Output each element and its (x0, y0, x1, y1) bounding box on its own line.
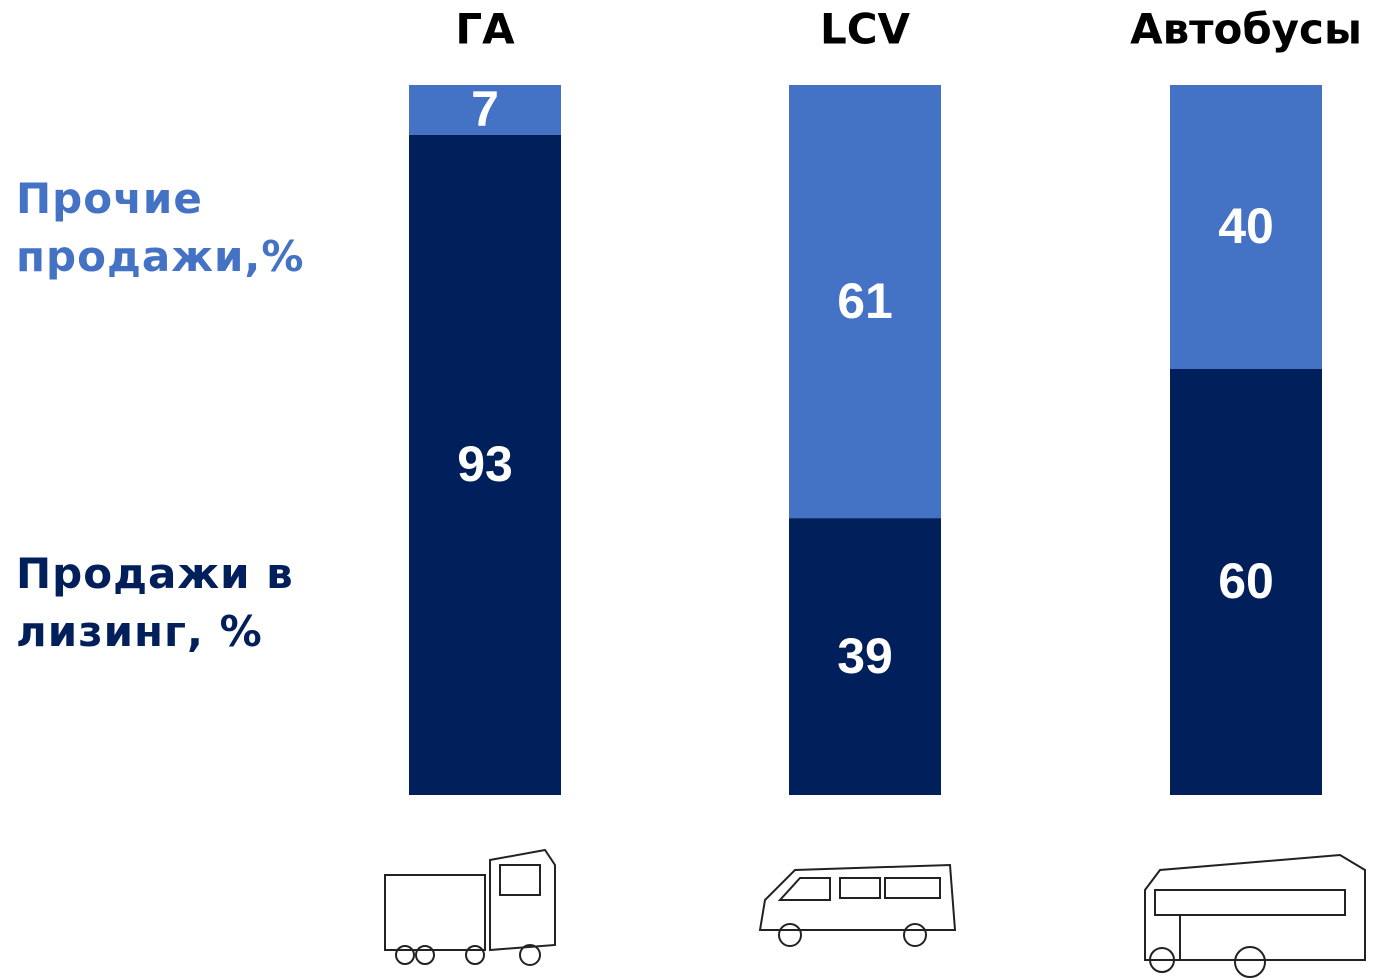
bar-segment (409, 85, 561, 135)
bar-segment (1170, 369, 1322, 795)
value-label: 60 (1218, 553, 1274, 609)
category-label: Автобусы (1130, 5, 1362, 54)
bar-segment (789, 85, 941, 519)
category-label: ГА (455, 5, 515, 54)
bar-segment (1170, 85, 1322, 369)
value-label: 61 (837, 273, 893, 329)
legend-label: Продажи в лизинг, % (16, 549, 294, 656)
category-label: LCV (820, 5, 911, 54)
value-label: 93 (457, 436, 513, 492)
bar-segment (789, 518, 941, 795)
bus-icon (1144, 853, 1366, 978)
value-label: 39 (837, 628, 893, 684)
van-icon (758, 863, 957, 947)
legend-label: Прочие продажи,% (16, 174, 305, 281)
value-label: 7 (471, 81, 499, 137)
truck-icon (384, 848, 556, 966)
bar-segment (409, 134, 561, 795)
value-label: 40 (1218, 198, 1274, 254)
